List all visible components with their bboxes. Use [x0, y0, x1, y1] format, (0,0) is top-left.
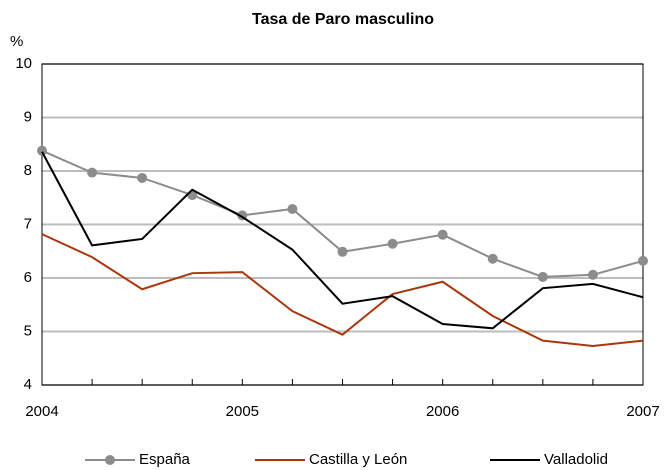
legend-label: Castilla y León [309, 451, 407, 468]
point [437, 229, 448, 240]
y-tick-label: 4 [24, 376, 32, 393]
y-tick-label: 6 [24, 269, 32, 286]
x-tick-label: 2005 [226, 403, 259, 420]
y-axis-label: % [10, 33, 23, 50]
series-line [41, 151, 644, 330]
y-tick-label: 9 [24, 108, 32, 125]
series-line [41, 233, 644, 347]
point [638, 255, 648, 266]
point [487, 253, 498, 264]
point [37, 145, 47, 156]
legend-marker [105, 455, 115, 465]
y-tick-label: 10 [15, 55, 32, 72]
point [337, 246, 348, 257]
point [287, 203, 298, 214]
y-tick-label: 7 [24, 215, 32, 232]
point [87, 167, 98, 178]
legend-label: España [139, 451, 191, 468]
series-line [41, 149, 644, 278]
y-tick-label: 5 [24, 322, 32, 339]
point [137, 172, 148, 183]
legend-label: Valladolid [544, 451, 608, 468]
x-tick-label: 2006 [426, 403, 459, 420]
x-tick-label: 2004 [25, 403, 58, 420]
chart-title: Tasa de Paro masculino [252, 11, 434, 28]
point [387, 238, 398, 249]
point [587, 269, 598, 280]
x-tick-label: 2007 [626, 403, 659, 420]
y-tick-label: 8 [24, 162, 32, 179]
point [537, 271, 548, 282]
